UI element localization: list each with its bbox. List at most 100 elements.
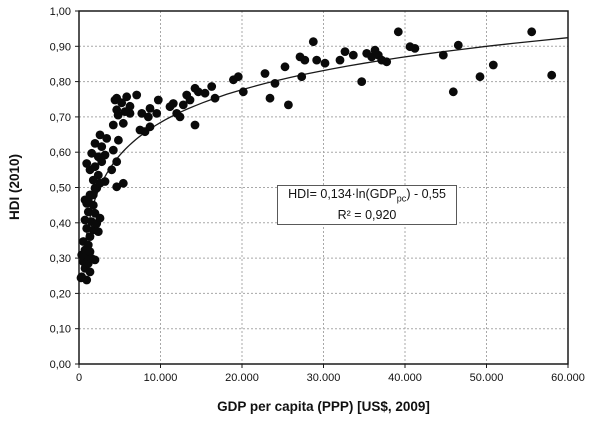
data-point xyxy=(112,105,122,115)
data-point xyxy=(114,135,123,145)
data-point xyxy=(260,69,270,78)
data-point xyxy=(185,95,195,105)
data-point xyxy=(82,224,92,233)
data-point xyxy=(97,142,107,152)
y-tick-label: 0,80 xyxy=(50,77,71,89)
data-point xyxy=(85,247,95,257)
data-point xyxy=(82,159,92,168)
x-tick-label: 40.000 xyxy=(388,372,422,384)
data-point xyxy=(112,157,122,167)
data-point xyxy=(320,58,330,68)
data-point xyxy=(438,50,448,60)
data-point xyxy=(118,118,128,128)
y-tick-label: 0,70 xyxy=(50,112,71,124)
data-point xyxy=(297,72,307,82)
data-point xyxy=(527,27,537,37)
x-tick-label: 50.000 xyxy=(470,372,504,384)
data-point xyxy=(100,150,110,160)
y-tick-label: 1,00 xyxy=(50,6,71,18)
data-point xyxy=(83,207,93,217)
x-tick-label: 0 xyxy=(76,372,82,384)
data-point xyxy=(95,130,105,140)
data-point xyxy=(453,40,463,50)
data-point xyxy=(270,79,280,88)
data-point xyxy=(200,88,210,98)
data-point xyxy=(475,72,485,82)
data-point xyxy=(168,99,178,108)
data-point xyxy=(153,95,163,105)
data-point xyxy=(87,254,97,263)
data-point xyxy=(193,87,203,97)
data-point xyxy=(382,57,392,67)
data-point xyxy=(135,125,145,135)
data-point xyxy=(145,104,155,113)
x-tick-label: 10.000 xyxy=(144,372,178,384)
data-point xyxy=(152,109,162,118)
data-point xyxy=(175,112,185,122)
data-point xyxy=(238,87,248,97)
data-point xyxy=(87,148,97,158)
data-point xyxy=(110,95,120,105)
data-point xyxy=(340,47,350,56)
data-point xyxy=(120,107,130,116)
data-point xyxy=(97,157,107,167)
data-point xyxy=(367,52,377,62)
x-tick-label: 30.000 xyxy=(307,372,341,384)
y-tick-label: 0,40 xyxy=(50,218,71,230)
data-point xyxy=(265,93,275,103)
data-point xyxy=(90,139,100,148)
data-point xyxy=(132,90,142,100)
data-point xyxy=(85,232,95,242)
data-point xyxy=(77,272,87,282)
data-point xyxy=(143,112,153,122)
data-point xyxy=(88,190,98,200)
y-tick-label: 0,00 xyxy=(50,359,71,371)
data-point xyxy=(335,55,345,65)
data-point xyxy=(107,165,117,175)
data-point xyxy=(95,213,105,223)
data-point xyxy=(95,178,105,188)
x-tick-label: 60.000 xyxy=(551,372,585,384)
data-point xyxy=(312,55,322,65)
y-tick-label: 0,30 xyxy=(50,253,71,265)
data-point xyxy=(145,122,155,132)
data-point xyxy=(90,162,100,172)
data-point xyxy=(190,120,200,130)
y-tick-label: 0,60 xyxy=(50,147,71,159)
data-point xyxy=(300,55,310,65)
y-tick-label: 0,10 xyxy=(50,324,71,336)
data-point xyxy=(80,215,90,225)
data-point xyxy=(108,120,118,130)
data-point xyxy=(207,82,217,91)
data-point xyxy=(488,60,498,70)
data-point xyxy=(122,92,132,102)
y-axis-title: HDI (2010) xyxy=(7,153,22,221)
data-point xyxy=(210,93,220,103)
data-point xyxy=(108,145,118,155)
fit-curve xyxy=(82,37,569,265)
data-point xyxy=(448,87,458,97)
data-point xyxy=(93,170,103,180)
data-point xyxy=(83,240,93,250)
data-point xyxy=(308,37,318,47)
data-point xyxy=(284,100,293,110)
data-point xyxy=(547,70,557,80)
x-axis-title: GDP per capita (PPP) [US$, 2009] xyxy=(217,399,430,414)
fit-r-squared: R² = 0,920 xyxy=(337,208,397,223)
y-tick-label: 0,50 xyxy=(50,183,71,195)
data-point xyxy=(118,178,128,188)
y-tick-label: 0,20 xyxy=(50,288,71,300)
data-point xyxy=(112,182,122,192)
data-point xyxy=(233,72,243,82)
data-point xyxy=(117,98,127,108)
data-point xyxy=(178,100,188,110)
data-point xyxy=(357,77,367,86)
x-tick-label: 20.000 xyxy=(225,372,259,384)
data-point xyxy=(280,62,290,72)
data-point xyxy=(348,50,358,60)
data-point xyxy=(102,134,112,143)
data-point xyxy=(410,44,420,53)
data-point xyxy=(137,109,147,118)
